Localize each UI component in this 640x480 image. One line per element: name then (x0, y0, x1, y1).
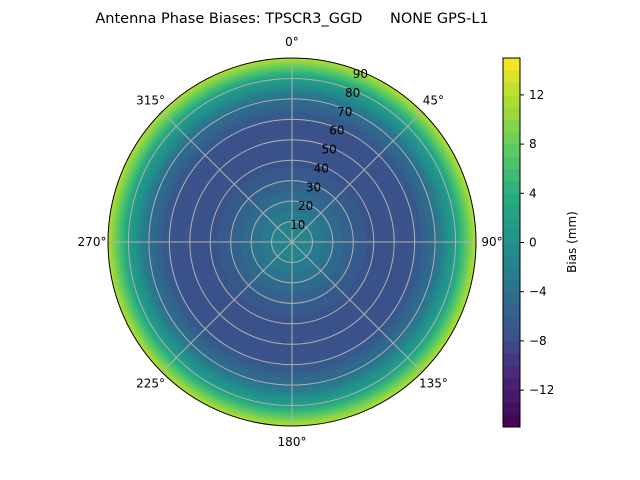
r-tick-label: 60 (329, 124, 344, 138)
theta-tick-label: 90° (481, 235, 502, 249)
colorbar-band (503, 181, 520, 194)
colorbar-band (503, 242, 520, 256)
theta-tick-label: 45° (423, 94, 444, 108)
colorbar-tick-label: −4 (529, 285, 547, 299)
colorbar-band (503, 304, 520, 317)
r-tick-label: 20 (298, 199, 313, 213)
colorbar-band (503, 377, 520, 391)
colorbar-band (503, 291, 520, 305)
colorbar-tick-label: −8 (529, 334, 547, 348)
colorbar-band (503, 94, 520, 108)
theta-tick-label: 0° (285, 35, 299, 49)
theta-tick-label: 135° (419, 376, 448, 390)
r-tick-label: 10 (290, 218, 305, 232)
colorbar-tick-label: 0 (529, 236, 537, 250)
colorbar-tick-label: 8 (529, 137, 537, 151)
colorbar-tick-label: −12 (529, 383, 554, 397)
r-tick-label: 50 (321, 143, 336, 157)
colorbar: 12 8 4 0 −4 −8 −12 (502, 57, 554, 428)
r-tick-label: 40 (314, 161, 329, 175)
colorbar-band (503, 353, 520, 366)
colorbar-tick-label: 4 (529, 186, 537, 200)
theta-tick-label: 315° (136, 94, 165, 108)
colorbar-band (503, 193, 520, 207)
colorbar-band (503, 267, 520, 280)
colorbar-band (503, 58, 520, 71)
colorbar-band (503, 144, 520, 157)
theta-tick-label: 225° (136, 376, 165, 390)
theta-gridline (291, 111, 423, 243)
colorbar-band (503, 390, 520, 403)
r-tick-label: 70 (337, 105, 352, 119)
theta-gridline (161, 111, 293, 243)
theta-tick-label: 180° (278, 435, 307, 449)
theta-tick-label: 270° (78, 235, 107, 249)
colorbar-band (503, 328, 520, 342)
colorbar-band (503, 131, 520, 145)
colorbar-band (503, 70, 520, 84)
colorbar-tick-label: 12 (529, 88, 544, 102)
colorbar-band (503, 340, 520, 354)
colorbar-band (503, 414, 520, 428)
theta-gridline (161, 241, 293, 373)
colorbar-band (503, 205, 520, 219)
colorbar-band (503, 82, 520, 96)
theta-gridline (291, 241, 423, 373)
colorbar-band (503, 107, 520, 120)
polar-frame (107, 57, 477, 427)
colorbar-band (503, 402, 520, 416)
colorbar-band (503, 316, 520, 330)
polar-grid (107, 57, 477, 427)
colorbar-band (503, 365, 520, 379)
colorbar-band (503, 217, 520, 231)
colorbar-band (503, 168, 520, 182)
colorbar-label: Bias (mm) (565, 211, 579, 273)
colorbar-band (503, 254, 520, 268)
colorbar-band (503, 230, 520, 243)
chart-title: Antenna Phase Biases: TPSCR3_GGD NONE GP… (95, 11, 488, 27)
r-tick-label: 80 (345, 86, 360, 100)
r-tick-label: 30 (306, 180, 321, 194)
colorbar-band (503, 119, 520, 133)
colorbar-band (503, 279, 520, 293)
colorbar-band (503, 156, 520, 170)
r-tick-label: 90 (353, 67, 368, 81)
polar-labels: 0° 45° 90° 135° 180° 225° 270° 315° 10 20 30 40 50 60… (78, 35, 503, 449)
